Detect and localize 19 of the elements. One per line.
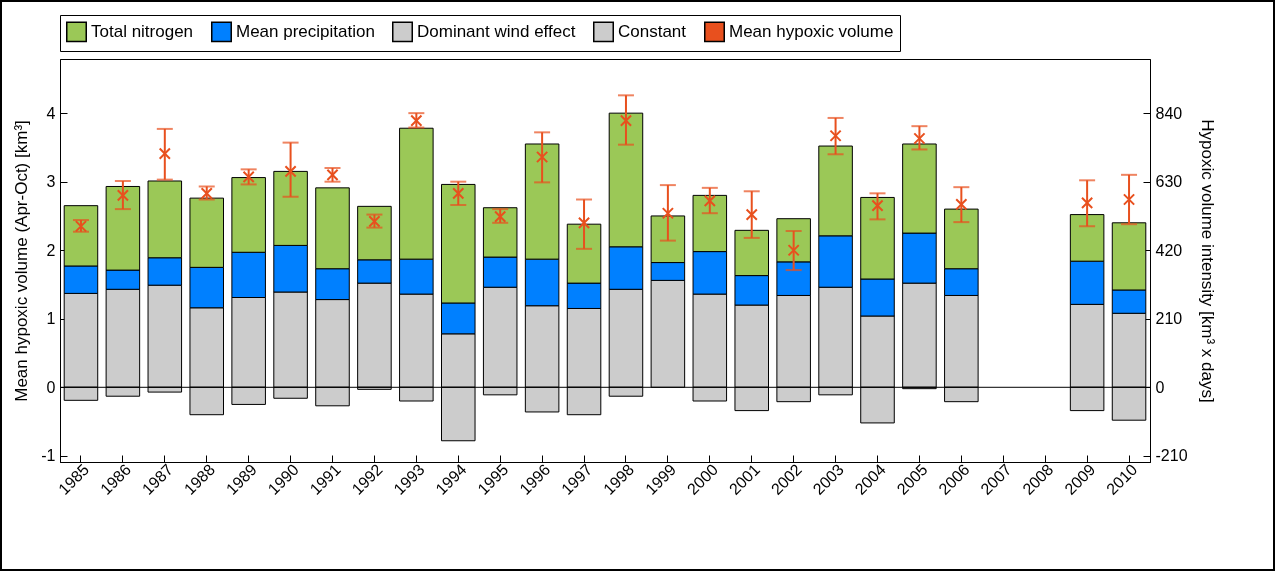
y2-tick-label: -210 xyxy=(1155,447,1188,465)
y-tick-label: 0 xyxy=(46,378,56,396)
y2-tick-label: 420 xyxy=(1155,241,1183,259)
y2-tick-label: 210 xyxy=(1155,310,1183,328)
legend-label: Mean hypoxic volume xyxy=(729,21,894,41)
y2-tick-label: 840 xyxy=(1155,104,1183,122)
legend-label: Total nitrogen xyxy=(91,21,194,41)
y-tick-label: 3 xyxy=(46,173,56,191)
legend-label: Dominant wind effect xyxy=(417,21,576,41)
y2-tick-label: 0 xyxy=(1155,378,1165,396)
y-tick-label: 2 xyxy=(46,241,56,259)
y2-axis-title: Hypoxic volume intensity [km³ x days] xyxy=(1197,119,1217,403)
y-axis-title: Mean hypoxic volume (Apr-Oct) [km³] xyxy=(12,120,32,402)
y-tick-label: 1 xyxy=(46,310,56,328)
y-tick-label: 4 xyxy=(46,104,56,122)
y2-tick-label: 630 xyxy=(1155,173,1183,191)
legend-label: Constant xyxy=(618,21,687,41)
legend-label: Mean precipitation xyxy=(236,21,375,41)
y-tick-label: -1 xyxy=(41,447,56,465)
